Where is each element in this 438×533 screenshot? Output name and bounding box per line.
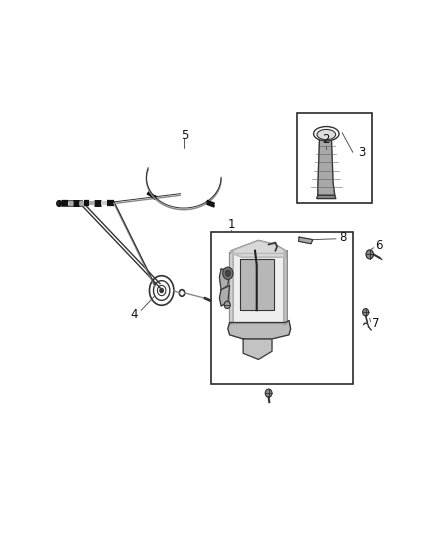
Text: 4: 4 bbox=[131, 308, 138, 321]
Circle shape bbox=[211, 300, 215, 304]
Polygon shape bbox=[228, 320, 291, 339]
Circle shape bbox=[153, 195, 156, 199]
Text: 3: 3 bbox=[358, 146, 366, 159]
Circle shape bbox=[363, 309, 369, 316]
Polygon shape bbox=[230, 251, 233, 325]
Circle shape bbox=[159, 288, 164, 293]
Text: 5: 5 bbox=[181, 129, 188, 142]
Circle shape bbox=[224, 301, 230, 309]
Polygon shape bbox=[317, 195, 336, 199]
Polygon shape bbox=[284, 251, 287, 325]
Polygon shape bbox=[231, 240, 286, 257]
Ellipse shape bbox=[317, 130, 336, 140]
Polygon shape bbox=[219, 269, 230, 290]
Polygon shape bbox=[243, 339, 272, 359]
Circle shape bbox=[265, 389, 272, 397]
Polygon shape bbox=[318, 136, 335, 195]
Bar bbox=[211, 232, 353, 384]
Circle shape bbox=[57, 200, 61, 206]
Polygon shape bbox=[240, 259, 274, 310]
Ellipse shape bbox=[314, 126, 339, 141]
Circle shape bbox=[223, 267, 233, 279]
Text: 8: 8 bbox=[339, 231, 346, 245]
Polygon shape bbox=[230, 253, 284, 322]
Bar bbox=[297, 113, 372, 204]
Text: 2: 2 bbox=[322, 133, 330, 146]
Text: 7: 7 bbox=[372, 317, 379, 330]
Text: 6: 6 bbox=[375, 239, 383, 252]
Circle shape bbox=[225, 270, 230, 277]
Polygon shape bbox=[219, 286, 230, 306]
Circle shape bbox=[366, 250, 374, 259]
Text: 1: 1 bbox=[227, 217, 235, 230]
Polygon shape bbox=[298, 237, 313, 244]
